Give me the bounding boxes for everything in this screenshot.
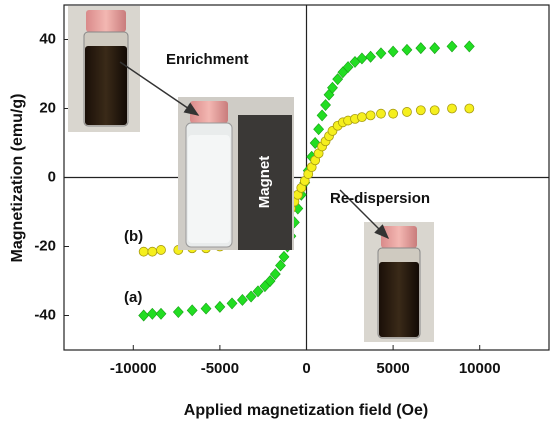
point — [278, 250, 290, 263]
point — [415, 42, 427, 55]
point — [387, 45, 399, 58]
x-tick-label: -5000 — [201, 360, 239, 377]
point — [463, 40, 475, 53]
point — [332, 73, 344, 86]
point — [388, 108, 399, 119]
point — [146, 307, 158, 320]
point — [342, 61, 354, 74]
point — [429, 105, 440, 116]
point — [316, 109, 328, 122]
point — [200, 302, 212, 315]
point — [138, 309, 150, 322]
point — [264, 275, 276, 287]
point — [186, 304, 198, 317]
point — [237, 294, 248, 306]
y-tick-label: 0 — [48, 168, 56, 185]
point — [252, 285, 264, 298]
point — [429, 42, 441, 55]
y-axis-label: Magnetization (emu/g) — [9, 94, 26, 263]
point — [147, 246, 158, 257]
point — [327, 81, 338, 94]
point — [226, 297, 238, 310]
photo-vial-dark — [68, 6, 140, 132]
point — [365, 110, 376, 121]
photo-vial-magnet: Magnet — [178, 97, 294, 250]
point — [320, 99, 331, 111]
y-tick-label: -20 — [34, 237, 56, 254]
y-tick-label: 20 — [39, 99, 56, 116]
series-label: (a) — [124, 289, 142, 306]
x-tick-label: -10000 — [110, 360, 157, 377]
point — [376, 108, 386, 119]
x-tick-label: 5000 — [376, 360, 409, 377]
x-tick-label: 10000 — [459, 360, 501, 377]
arrow — [119, 61, 200, 116]
arrow — [339, 189, 390, 240]
y-tick-label: 40 — [39, 30, 56, 47]
point — [214, 300, 226, 313]
point — [138, 246, 149, 257]
point — [275, 259, 286, 272]
point — [402, 107, 412, 117]
annotation: Re-dispersion — [330, 190, 430, 207]
point — [401, 43, 413, 56]
point — [269, 268, 281, 281]
x-tick-label: 0 — [302, 360, 310, 377]
point — [446, 40, 458, 53]
point — [156, 245, 166, 255]
point — [313, 123, 325, 136]
photo-vial-redispersed — [364, 222, 434, 342]
annotation: Magnet — [256, 156, 273, 209]
point — [447, 103, 457, 114]
annotation: Enrichment — [166, 51, 249, 68]
point — [357, 112, 367, 123]
point — [375, 47, 387, 60]
point — [365, 50, 376, 63]
point — [172, 306, 184, 318]
x-axis-label: Applied magnetization field (Oe) — [184, 402, 428, 419]
y-tick-label: -40 — [34, 306, 56, 323]
point — [245, 290, 257, 303]
point — [155, 307, 167, 320]
point — [356, 52, 368, 65]
series-label: (b) — [124, 228, 143, 245]
point — [415, 105, 426, 116]
point — [464, 103, 475, 114]
